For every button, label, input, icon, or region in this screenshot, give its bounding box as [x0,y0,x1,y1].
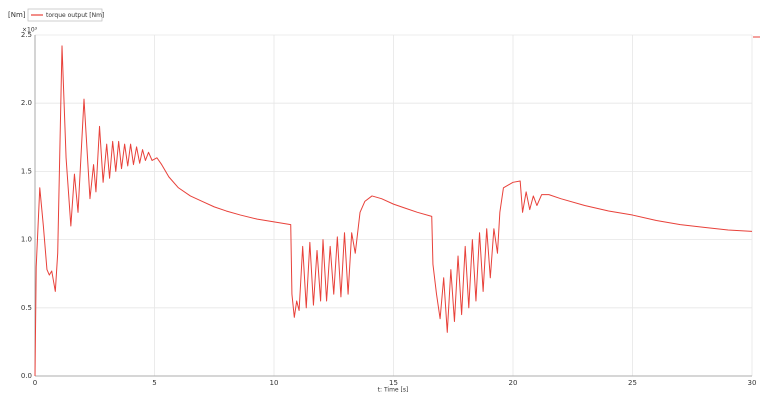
y-tick-label: 2.0 [21,99,32,107]
y-tick-label: 1.0 [21,236,32,244]
y-multiplier: ×10³ [22,27,38,34]
x-tick-label: 15 [389,379,398,387]
data-line [34,45,753,377]
y-tick-label: 0.0 [21,372,32,380]
y-tick-label: 1.5 [21,167,32,175]
x-tick-label: 30 [748,379,757,387]
x-tick-label: 10 [270,379,279,387]
x-axis-label: t: Time [s] [378,387,409,394]
legend-label: torque output [Nm] [46,12,104,19]
y-tick-label: 0.5 [21,304,32,312]
legend-box [27,8,103,22]
y-unit: [Nm] [8,11,26,19]
x-tick-label: 0 [33,379,37,387]
y-tick-label: 2.5 [21,31,32,39]
x-tick-label: 25 [628,379,637,387]
x-tick-label: 5 [152,379,156,387]
x-tick-label: 20 [509,379,518,387]
